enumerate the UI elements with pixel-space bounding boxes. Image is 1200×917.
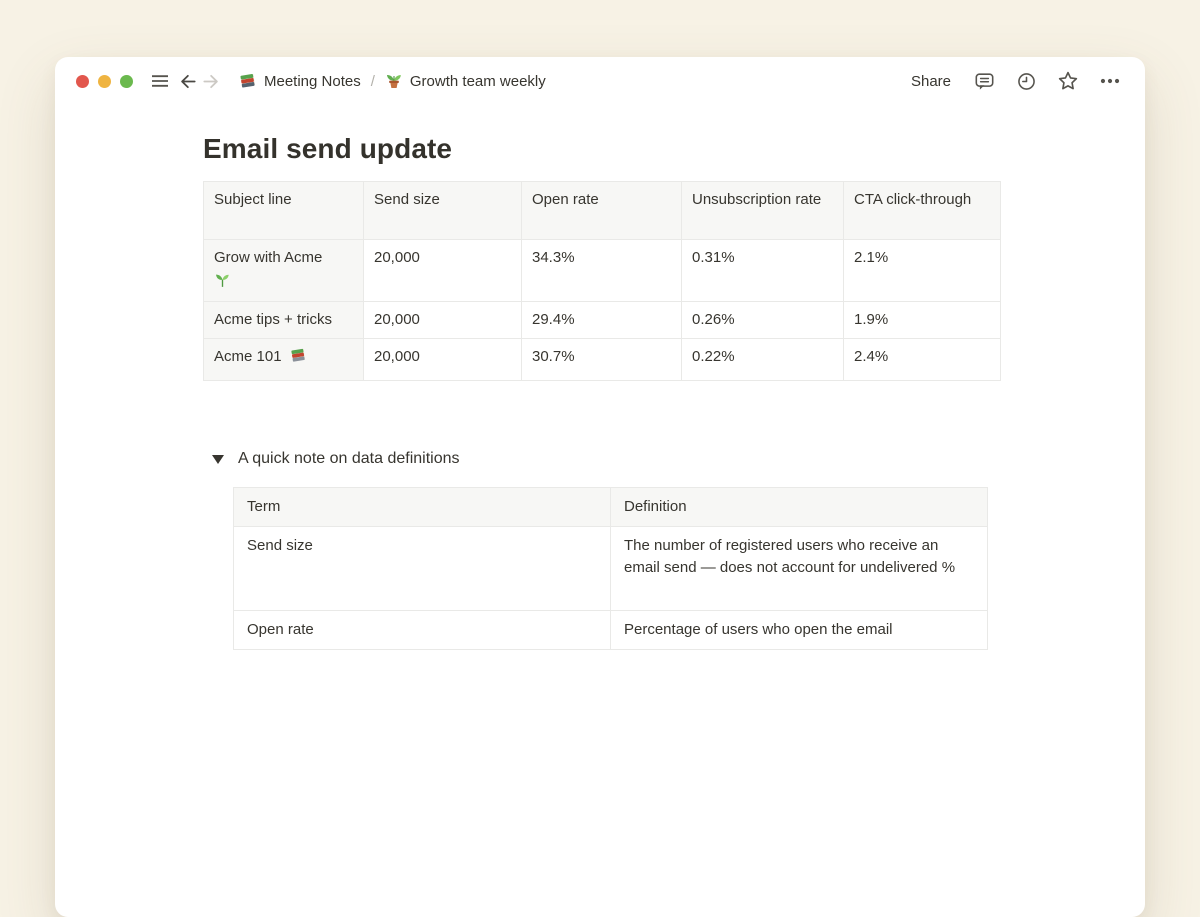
share-button[interactable]: Share bbox=[907, 71, 955, 92]
page-title[interactable]: Email send update bbox=[203, 133, 453, 164]
cell-cta-click-through[interactable]: 1.9% bbox=[843, 301, 1001, 339]
subject-text: Grow with Acme bbox=[214, 249, 323, 266]
hamburger-menu-icon bbox=[152, 75, 168, 87]
expand-window-button[interactable] bbox=[120, 74, 133, 88]
breadcrumb-label: Meeting Notes bbox=[264, 72, 361, 90]
subject-text: Acme 101 bbox=[214, 348, 282, 365]
comments-button[interactable] bbox=[971, 68, 997, 94]
minimize-window-button[interactable] bbox=[98, 74, 111, 88]
toggle-quick-note[interactable]: A quick note on data definitions bbox=[203, 450, 1145, 468]
cell-send-size[interactable]: 20,000 bbox=[363, 239, 522, 302]
table-row: Acme tips + tricks 20,000 29.4% 0.26% 1.… bbox=[203, 301, 1001, 339]
breadcrumb-item-meeting-notes[interactable]: Meeting Notes bbox=[235, 70, 365, 92]
back-arrow-icon bbox=[180, 74, 196, 88]
cell-definition[interactable]: Percentage of users who open the email bbox=[610, 610, 988, 650]
header-subject-line[interactable]: Subject line bbox=[203, 181, 364, 240]
cell-subject[interactable]: Acme 101 bbox=[203, 338, 364, 381]
page-content: Email send update Subject line Send size… bbox=[55, 131, 1145, 650]
cell-open-rate[interactable]: 34.3% bbox=[521, 239, 682, 302]
history-button[interactable] bbox=[1013, 68, 1039, 94]
cell-open-rate[interactable]: 29.4% bbox=[521, 301, 682, 339]
toggle-label: A quick note on data definitions bbox=[238, 450, 460, 467]
email-metrics-table: Subject line Send size Open rate Unsubsc… bbox=[203, 181, 1001, 381]
table-row: Open rate Percentage of users who open t… bbox=[233, 610, 988, 650]
table-row: Acme 101 20,000 30.7% 0.22% bbox=[203, 338, 1001, 381]
star-icon bbox=[1058, 71, 1078, 90]
books-emoji-icon bbox=[240, 73, 256, 88]
close-window-button[interactable] bbox=[76, 74, 89, 88]
cell-cta-click-through[interactable]: 2.1% bbox=[843, 239, 1001, 302]
cell-term[interactable]: Send size bbox=[233, 526, 611, 611]
header-term[interactable]: Term bbox=[233, 487, 611, 527]
cell-cta-click-through[interactable]: 2.4% bbox=[843, 338, 1001, 381]
cell-subject[interactable]: Acme tips + tricks bbox=[203, 301, 364, 339]
cell-unsubscription-rate[interactable]: 0.22% bbox=[681, 338, 844, 381]
cell-subject[interactable]: Grow with Acme bbox=[203, 239, 364, 302]
definition-text: Percentage of users who open the email bbox=[624, 621, 893, 638]
favorite-button[interactable] bbox=[1055, 68, 1081, 94]
cell-unsubscription-rate[interactable]: 0.26% bbox=[681, 301, 844, 339]
cell-open-rate[interactable]: 30.7% bbox=[521, 338, 682, 381]
cell-term[interactable]: Open rate bbox=[233, 610, 611, 650]
forward-button[interactable] bbox=[199, 68, 225, 94]
breadcrumb-item-growth-team-weekly[interactable]: Growth team weekly bbox=[381, 70, 550, 92]
more-options-button[interactable] bbox=[1097, 68, 1123, 94]
back-button[interactable] bbox=[173, 68, 199, 94]
header-unsubscription-rate[interactable]: Unsubscription rate bbox=[681, 181, 844, 240]
seedling-emoji-icon bbox=[216, 274, 229, 287]
definitions-table: Term Definition Send size The number of … bbox=[233, 487, 988, 650]
header-definition[interactable]: Definition bbox=[610, 487, 988, 527]
cell-definition[interactable]: The number of registered users who recei… bbox=[610, 526, 988, 611]
table-header-row: Term Definition bbox=[233, 487, 988, 527]
breadcrumb-separator: / bbox=[370, 72, 375, 90]
notion-window: Meeting Notes / Growth team weekly Share bbox=[55, 57, 1145, 917]
potted-plant-emoji-icon bbox=[386, 75, 401, 89]
breadcrumb: Meeting Notes / Growth team weekly bbox=[235, 70, 550, 92]
books-emoji-icon bbox=[291, 348, 305, 362]
definition-text: The number of registered users who recei… bbox=[624, 537, 956, 576]
forward-arrow-icon bbox=[202, 74, 218, 88]
toggle-chevron-down-icon[interactable] bbox=[209, 454, 227, 464]
header-open-rate[interactable]: Open rate bbox=[521, 181, 682, 240]
table-row: Grow with Acme 20,000 34.3% 0.31% 2.1% bbox=[203, 239, 1001, 302]
comment-bubble-icon bbox=[975, 72, 993, 90]
history-clock-icon bbox=[1017, 72, 1035, 90]
toolbar-actions: Share bbox=[907, 68, 1123, 94]
table-header-row: Subject line Send size Open rate Unsubsc… bbox=[203, 181, 1001, 240]
cell-send-size[interactable]: 20,000 bbox=[363, 301, 522, 339]
breadcrumb-label: Growth team weekly bbox=[409, 72, 546, 90]
cell-send-size[interactable]: 20,000 bbox=[363, 338, 522, 381]
title-bar: Meeting Notes / Growth team weekly Share bbox=[55, 57, 1145, 105]
sidebar-menu-button[interactable] bbox=[147, 68, 173, 94]
header-send-size[interactable]: Send size bbox=[363, 181, 522, 240]
header-cta-click-through[interactable]: CTA click-through bbox=[843, 181, 1001, 240]
table-row: Send size The number of registered users… bbox=[233, 526, 988, 611]
window-controls bbox=[76, 74, 133, 88]
more-ellipsis-icon bbox=[1100, 78, 1120, 84]
cell-unsubscription-rate[interactable]: 0.31% bbox=[681, 239, 844, 302]
